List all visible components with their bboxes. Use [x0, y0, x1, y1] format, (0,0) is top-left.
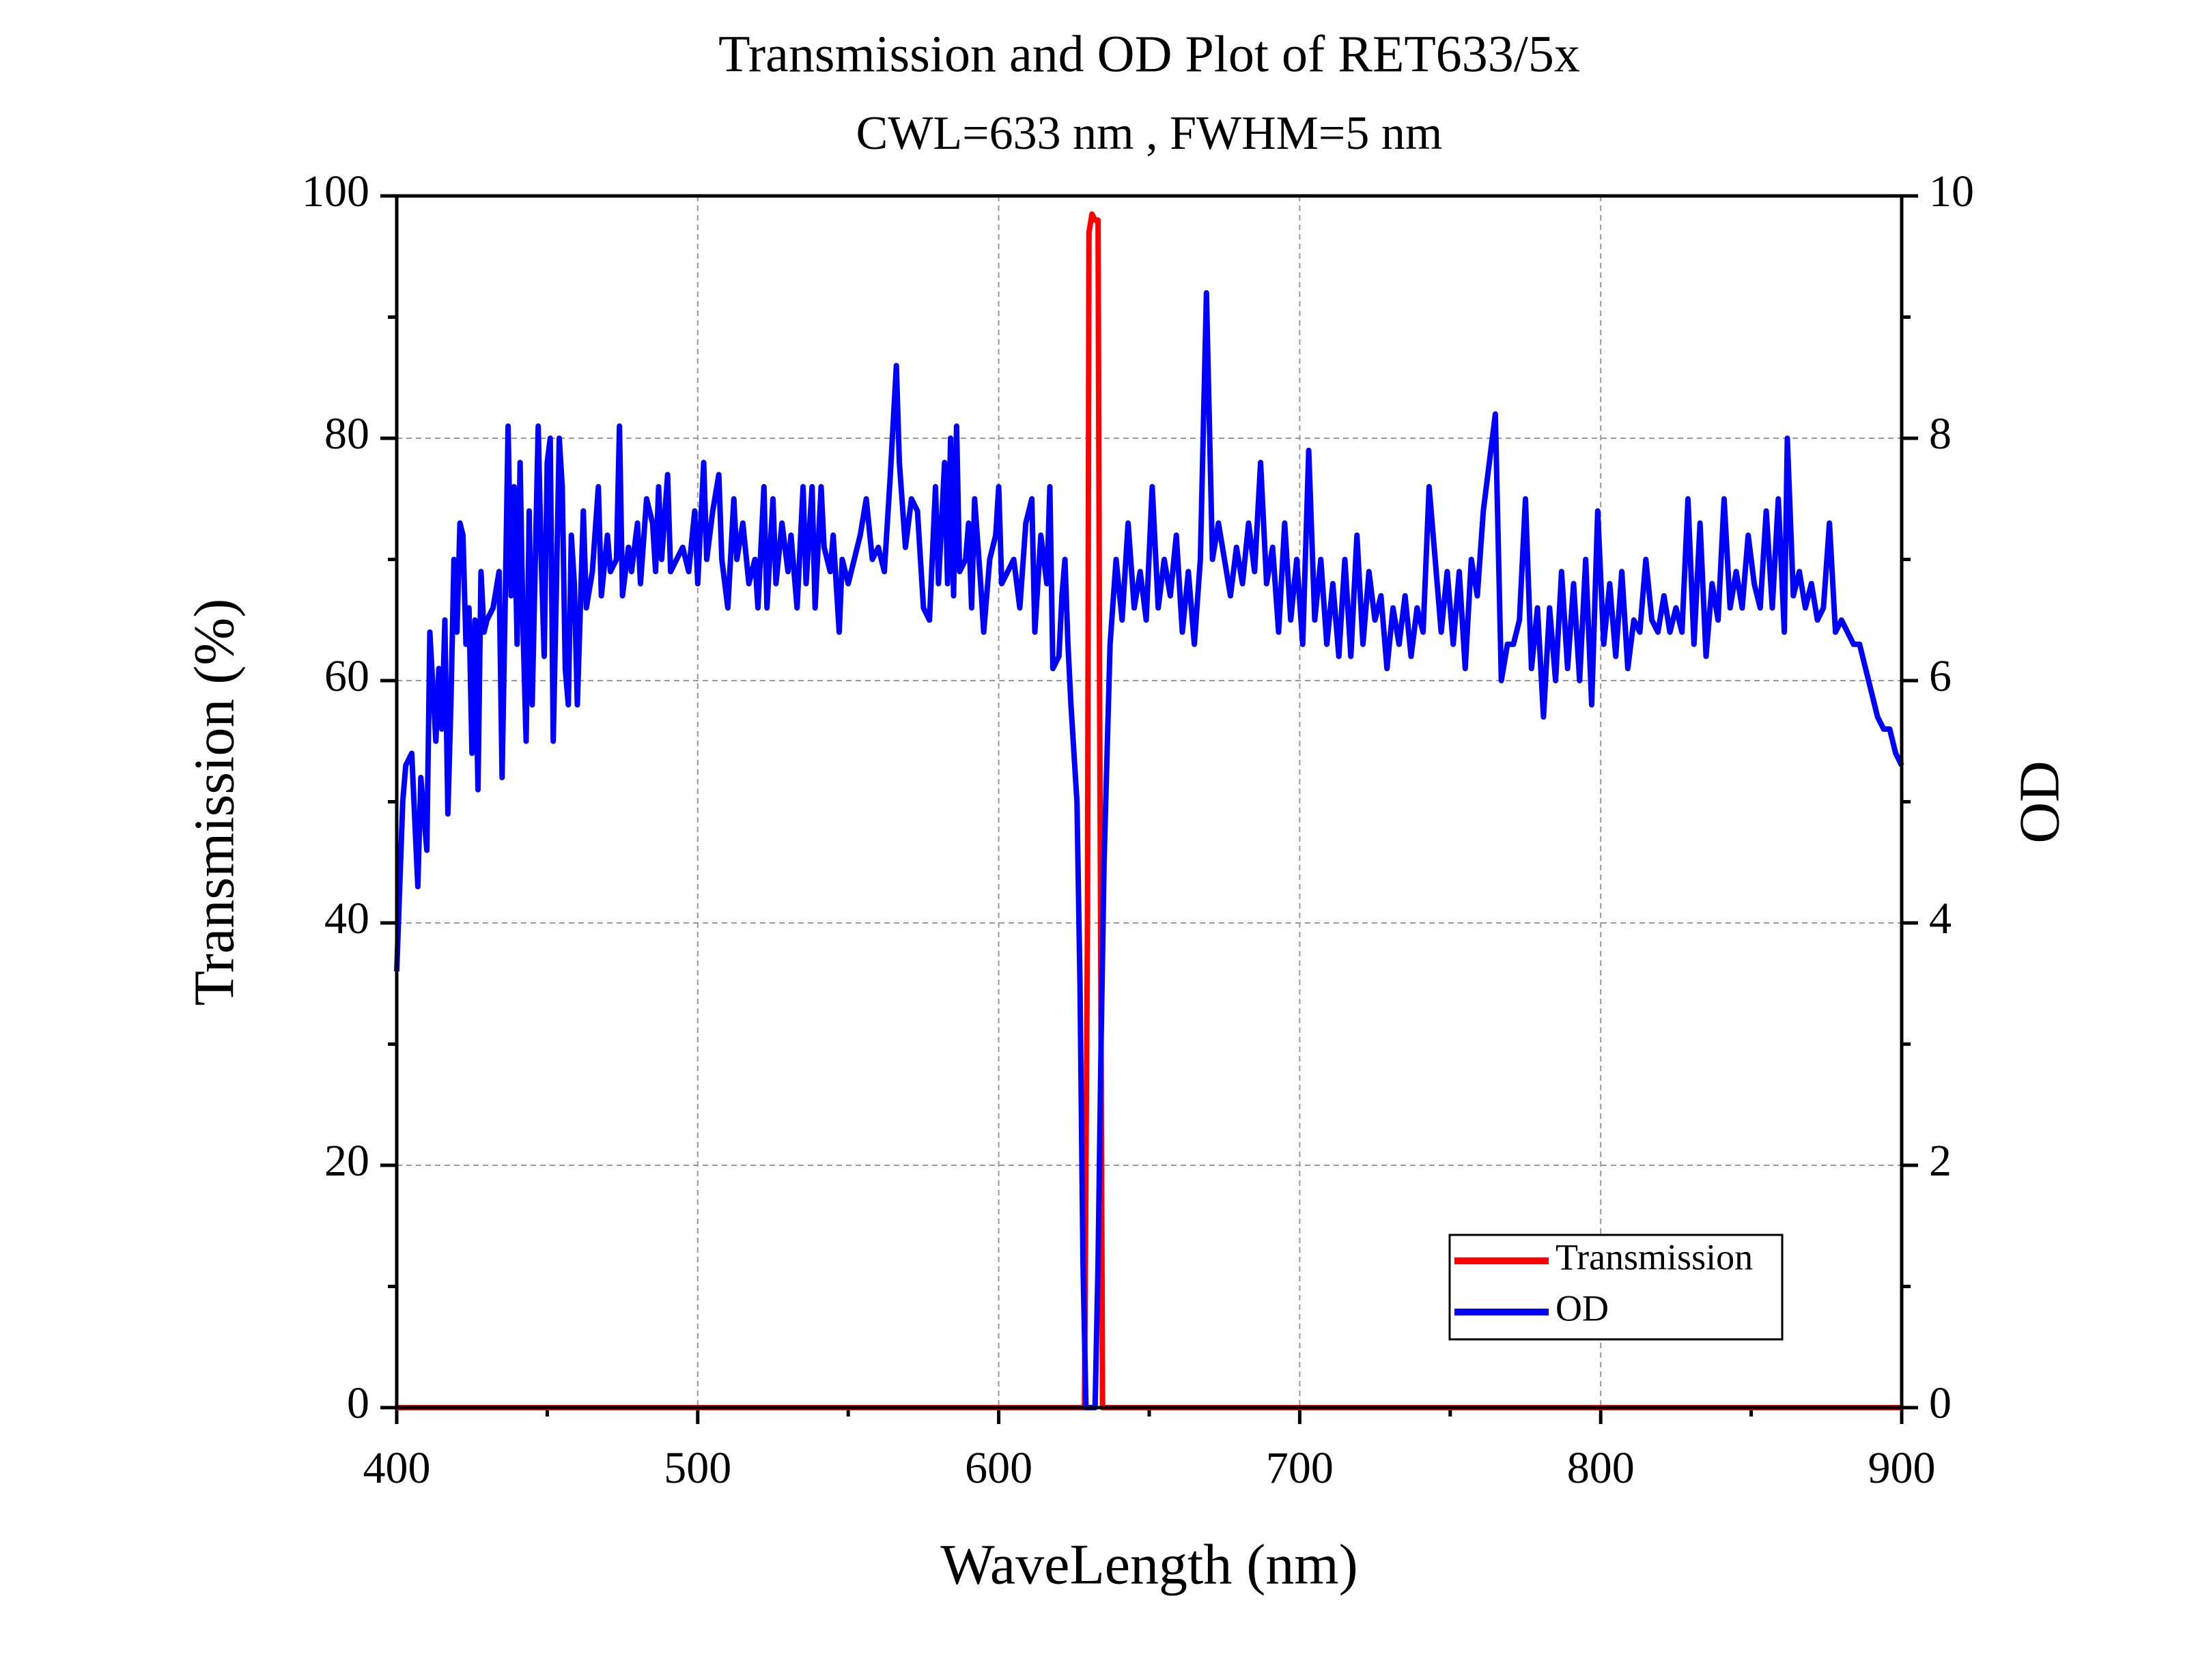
legend-label: OD — [1556, 1287, 1609, 1328]
y-tick-label: 20 — [324, 1136, 369, 1186]
data-line — [394, 290, 1904, 1410]
x-tick-label: 400 — [363, 1443, 431, 1493]
y-axis-label: Transmission (%) — [182, 599, 246, 1006]
y2-axis-label: OD — [2008, 760, 2071, 843]
chart-title: Transmission and OD Plot of RET633/5x — [718, 25, 1580, 83]
y-tick-label: 100 — [302, 167, 369, 216]
x-tick-label: 500 — [664, 1443, 731, 1493]
x-tick-label: 900 — [1868, 1443, 1936, 1493]
y2-tick-label: 8 — [1929, 409, 1952, 459]
y2-tick-label: 10 — [1929, 167, 1974, 216]
chart-subtitle: CWL=633 nm , FWHM=5 nm — [856, 107, 1443, 160]
y-tick-label: 80 — [324, 409, 369, 459]
x-tick-label: 800 — [1567, 1443, 1635, 1493]
data-line — [397, 211, 1902, 1410]
x-axis-label: WaveLength (nm) — [940, 1533, 1357, 1596]
x-tick-label: 700 — [1266, 1443, 1334, 1493]
legend-label: Transmission — [1556, 1236, 1753, 1277]
y-tick-label: 40 — [324, 894, 369, 943]
y2-tick-label: 0 — [1929, 1378, 1952, 1428]
y2-tick-label: 2 — [1929, 1136, 1952, 1186]
plot-frame — [395, 194, 1904, 1410]
x-tick-label: 600 — [965, 1443, 1032, 1493]
legend-box — [1448, 1234, 1784, 1341]
y2-tick-label: 6 — [1929, 651, 1952, 701]
y-tick-label: 60 — [324, 651, 369, 701]
y-tick-label: 0 — [347, 1378, 369, 1428]
y2-tick-label: 4 — [1929, 894, 1952, 943]
